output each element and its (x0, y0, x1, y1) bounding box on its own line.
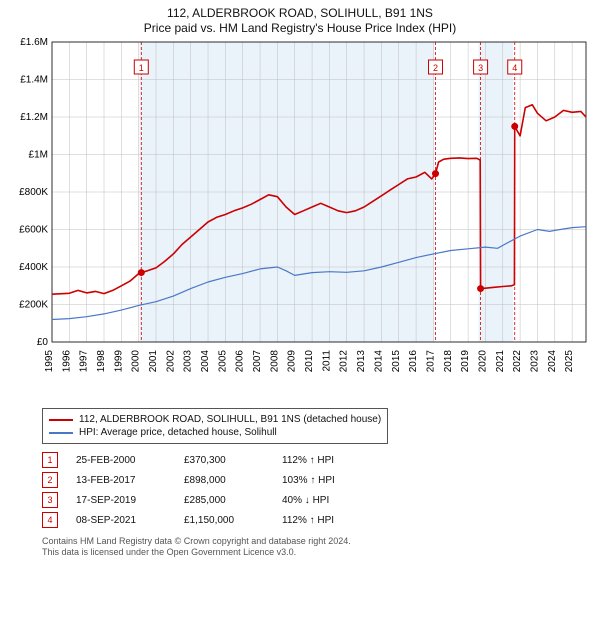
svg-text:£1M: £1M (29, 150, 48, 161)
title-line-2: Price paid vs. HM Land Registry's House … (8, 21, 592, 36)
table-row: 4 08-SEP-2021 £1,150,000 112% ↑ HPI (42, 510, 592, 530)
table-row: 1 25-FEB-2000 £370,300 112% ↑ HPI (42, 450, 592, 470)
svg-text:2019: 2019 (460, 350, 471, 373)
svg-text:1996: 1996 (61, 350, 72, 373)
chart: £0 £200K £400K £600K £800K £1M £1.2M £1.4M £1.6M… (8, 38, 592, 398)
svg-text:1998: 1998 (96, 350, 107, 373)
tx-pct: 112% ↑ HPI (282, 515, 372, 526)
svg-text:2007: 2007 (252, 350, 263, 373)
svg-text:2020: 2020 (477, 350, 488, 373)
legend-item: 112, ALDERBROOK ROAD, SOLIHULL, B91 1NS … (49, 413, 381, 426)
tx-price: £898,000 (184, 475, 264, 486)
tx-price: £1,150,000 (184, 515, 264, 526)
svg-text:2003: 2003 (183, 350, 194, 373)
transactions-table: 1 25-FEB-2000 £370,300 112% ↑ HPI 2 13-F… (42, 450, 592, 530)
svg-text:2021: 2021 (495, 350, 506, 373)
tx-date: 25-FEB-2000 (76, 455, 166, 466)
svg-text:2024: 2024 (547, 350, 558, 373)
footer: Contains HM Land Registry data © Crown c… (42, 536, 592, 559)
footer-line-1: Contains HM Land Registry data © Crown c… (42, 536, 592, 547)
footer-line-2: This data is licensed under the Open Gov… (42, 547, 592, 558)
svg-text:£400K: £400K (19, 262, 48, 273)
svg-text:4: 4 (512, 63, 517, 73)
svg-text:2006: 2006 (235, 350, 246, 373)
tx-marker-icon: 2 (42, 472, 58, 488)
svg-text:£1.2M: £1.2M (20, 112, 48, 123)
svg-text:£0: £0 (37, 337, 49, 348)
svg-text:2010: 2010 (304, 350, 315, 373)
svg-text:2017: 2017 (425, 350, 436, 373)
legend-label: 112, ALDERBROOK ROAD, SOLIHULL, B91 1NS … (79, 413, 381, 426)
legend-item: HPI: Average price, detached house, Soli… (49, 426, 381, 439)
tx-date: 17-SEP-2019 (76, 495, 166, 506)
title-line-1: 112, ALDERBROOK ROAD, SOLIHULL, B91 1NS (8, 6, 592, 21)
svg-text:2: 2 (433, 63, 438, 73)
chart-svg: £0 £200K £400K £600K £800K £1M £1.2M £1.4M £1.6M… (8, 38, 592, 398)
svg-text:£1.4M: £1.4M (20, 75, 48, 86)
svg-text:2001: 2001 (148, 350, 159, 373)
tx-price: £370,300 (184, 455, 264, 466)
svg-text:2008: 2008 (269, 350, 280, 373)
svg-text:£1.6M: £1.6M (20, 38, 48, 48)
svg-text:2018: 2018 (443, 350, 454, 373)
svg-text:2016: 2016 (408, 350, 419, 373)
legend-swatch (49, 432, 73, 434)
legend: 112, ALDERBROOK ROAD, SOLIHULL, B91 1NS … (42, 408, 388, 444)
svg-text:3: 3 (478, 63, 483, 73)
svg-text:1: 1 (139, 63, 144, 73)
svg-text:£200K: £200K (19, 300, 48, 311)
table-row: 2 13-FEB-2017 £898,000 103% ↑ HPI (42, 470, 592, 490)
svg-text:1997: 1997 (79, 350, 90, 373)
svg-text:2025: 2025 (564, 350, 575, 373)
svg-text:2005: 2005 (217, 350, 228, 373)
tx-date: 13-FEB-2017 (76, 475, 166, 486)
svg-text:£800K: £800K (19, 187, 48, 198)
table-row: 3 17-SEP-2019 £285,000 40% ↓ HPI (42, 490, 592, 510)
svg-text:2012: 2012 (339, 350, 350, 373)
tx-date: 08-SEP-2021 (76, 515, 166, 526)
svg-text:2022: 2022 (512, 350, 523, 373)
svg-text:2000: 2000 (131, 350, 142, 373)
svg-text:2023: 2023 (529, 350, 540, 373)
svg-text:2009: 2009 (287, 350, 298, 373)
svg-text:2013: 2013 (356, 350, 367, 373)
tx-pct: 103% ↑ HPI (282, 475, 372, 486)
svg-text:2014: 2014 (373, 350, 384, 373)
svg-text:2015: 2015 (391, 350, 402, 373)
page: 112, ALDERBROOK ROAD, SOLIHULL, B91 1NS … (0, 0, 600, 620)
tx-marker-icon: 3 (42, 492, 58, 508)
legend-swatch (49, 419, 73, 421)
tx-pct: 40% ↓ HPI (282, 495, 372, 506)
tx-pct: 112% ↑ HPI (282, 455, 372, 466)
chart-title: 112, ALDERBROOK ROAD, SOLIHULL, B91 1NS … (8, 6, 592, 36)
svg-text:£600K: £600K (19, 225, 48, 236)
legend-label: HPI: Average price, detached house, Soli… (79, 426, 277, 439)
tx-marker-icon: 1 (42, 452, 58, 468)
tx-marker-icon: 4 (42, 512, 58, 528)
svg-text:2002: 2002 (165, 350, 176, 373)
svg-text:2011: 2011 (321, 350, 332, 372)
svg-text:2004: 2004 (200, 350, 211, 373)
svg-text:1995: 1995 (44, 350, 55, 373)
svg-text:1999: 1999 (113, 350, 124, 373)
tx-price: £285,000 (184, 495, 264, 506)
